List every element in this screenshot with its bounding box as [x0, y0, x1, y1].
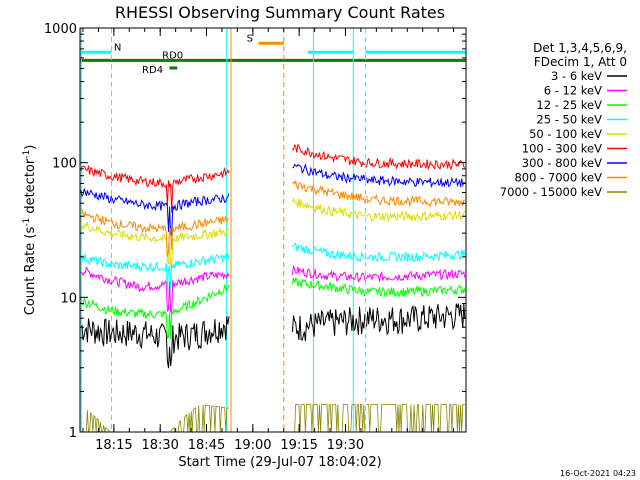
y-tick-label-3: 1000	[44, 22, 77, 37]
series-line-2-segment-0	[80, 284, 230, 339]
y-axis-label-main: Count Rate (s	[23, 227, 38, 316]
series-line-3-segment-2	[366, 249, 466, 263]
series-line-3-segment-1	[292, 242, 366, 263]
flag-label-s: S	[247, 33, 253, 44]
series-line-4-segment-1	[292, 197, 366, 221]
y-tick-label-2: 100	[52, 157, 77, 172]
y-tick-label-0: 1	[69, 426, 77, 441]
legend: Det 1,3,4,5,6,9, FDecim 1, Att 0 3 - 6 k…	[500, 41, 627, 199]
legend-header-line-2: FDecim 1, Att 0	[534, 55, 627, 69]
series-line-5-segment-0	[80, 164, 230, 213]
y-axis-label-end: )	[23, 145, 38, 150]
legend-label-4: 50 - 100 keV	[529, 127, 602, 141]
x-axis: 18:15 18:30 18:45 19:00 19:15 19:30	[82, 28, 455, 453]
chart-title: RHESSI Observing Summary Count Rates	[115, 3, 445, 22]
series-line-7-segment-0	[80, 209, 230, 257]
legend-label-6: 300 - 800 keV	[522, 156, 602, 170]
x-tick-label-2: 18:45	[188, 438, 225, 453]
series-line-1-segment-2	[366, 268, 466, 282]
flag-label-rd0: RD0	[162, 50, 183, 61]
legend-header-line-1: Det 1,3,4,5,6,9,	[533, 41, 627, 55]
legend-label-3: 25 - 50 keV	[536, 113, 602, 127]
plot-frame	[79, 27, 467, 433]
x-axis-label: Start Time (29-Jul-07 18:04:02)	[178, 455, 381, 470]
series-line-4-segment-0	[80, 220, 230, 267]
legend-label-1: 6 - 12 keV	[544, 84, 602, 98]
legend-label-2: 12 - 25 keV	[536, 98, 602, 112]
series-line-1-segment-0	[80, 266, 230, 314]
series-line-3-segment-0	[80, 251, 230, 292]
y-axis-label-sup2: -1	[22, 150, 32, 159]
y-axis-label-sup1: -1	[22, 218, 32, 227]
series-line-5-segment-1	[292, 143, 366, 168]
series-line-2-segment-2	[366, 284, 466, 299]
series-line-0-segment-0	[80, 316, 230, 369]
series-line-6-segment-2	[366, 175, 465, 189]
series-line-7-segment-2	[366, 193, 465, 208]
series-line-4-segment-2	[366, 210, 466, 223]
legend-label-0: 3 - 6 keV	[551, 69, 602, 83]
x-tick-label-3: 19:00	[234, 438, 271, 453]
x-tick-label-1: 18:30	[141, 438, 178, 453]
flag-label-rd4: RD4	[142, 65, 163, 76]
series-line-1-segment-1	[292, 265, 366, 283]
x-tick-label-0: 18:15	[95, 438, 132, 453]
flag-label-n: N	[114, 42, 121, 53]
y-axis: 1 10 100 1000	[44, 22, 466, 441]
series-line-0-segment-2	[366, 303, 466, 336]
series-line-6-segment-0	[80, 187, 230, 237]
series-line-5-segment-2	[366, 156, 466, 171]
flag-bars: N S RD0 RD4	[80, 33, 466, 76]
legend-label-5: 100 - 300 keV	[522, 142, 602, 156]
legend-label-8: 7000 - 15000 keV	[500, 185, 602, 199]
y-tick-label-1: 10	[60, 291, 77, 306]
x-tick-label-4: 19:15	[280, 438, 317, 453]
series-line-0-segment-1	[292, 306, 366, 342]
series-line-8-segment-1	[292, 404, 366, 433]
footer-timestamp: 16-Oct-2021 04:23	[560, 469, 636, 478]
series-line-7-segment-1	[292, 179, 366, 203]
series-line-2-segment-1	[292, 277, 366, 297]
legend-label-7: 800 - 7000 keV	[514, 171, 602, 185]
y-axis-label-mid: detector	[23, 158, 38, 218]
x-tick-label-5: 19:30	[327, 438, 364, 453]
series-line-6-segment-1	[292, 163, 366, 184]
y-axis-label: Count Rate (s-1 detector-1)	[22, 145, 38, 316]
